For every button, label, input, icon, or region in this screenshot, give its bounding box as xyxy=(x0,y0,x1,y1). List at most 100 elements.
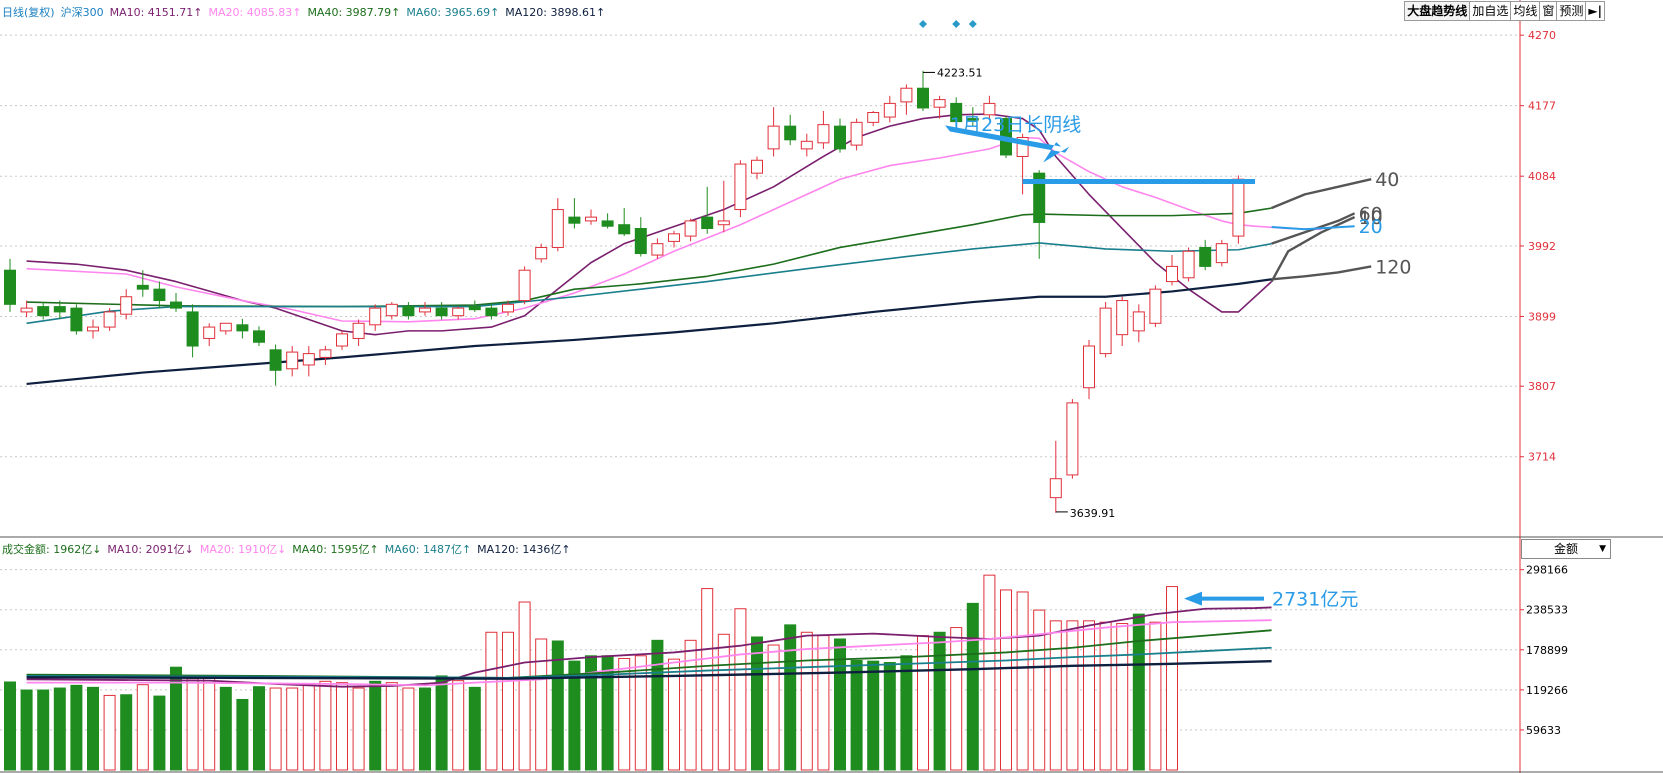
candle-body xyxy=(186,311,199,347)
volume-bar xyxy=(1000,589,1012,771)
candle-body xyxy=(1049,478,1062,499)
volume-bar xyxy=(1166,586,1178,771)
volume-bar xyxy=(535,638,548,771)
volume-bar xyxy=(4,681,16,771)
price-legend-item: MA40: 3987.79↑ xyxy=(307,6,401,19)
volume-bar xyxy=(518,601,531,771)
candle-body xyxy=(369,307,382,326)
volume-bar xyxy=(1149,621,1162,771)
candle-body xyxy=(684,220,697,237)
ma-extension-line xyxy=(1271,265,1372,281)
candle-body xyxy=(402,306,415,317)
volume-bar xyxy=(867,660,880,771)
volume-bar xyxy=(485,631,498,771)
price-ma10-line xyxy=(26,113,1273,336)
candle-body xyxy=(120,296,133,315)
price-tick-label: 4177 xyxy=(1528,100,1556,113)
price-legend-item: MA20: 4085.83↑ xyxy=(208,6,302,19)
candle-body xyxy=(336,333,348,347)
volume-bar xyxy=(87,686,99,771)
add-favorite-button[interactable]: 加自选 xyxy=(1469,1,1512,21)
volume-bar xyxy=(1132,613,1145,771)
volume-bar xyxy=(170,666,182,771)
window-button[interactable]: 窗 xyxy=(1539,1,1558,21)
ma-extension-label: 40 xyxy=(1375,169,1399,191)
price-tick-label: 4084 xyxy=(1528,170,1556,183)
candle-body xyxy=(153,288,166,302)
volume-bar xyxy=(253,686,265,771)
candle-body xyxy=(883,102,896,118)
candle-body xyxy=(568,216,581,224)
volume-bar xyxy=(651,639,664,771)
candle-body xyxy=(717,220,730,226)
candle-body xyxy=(103,311,116,328)
trend-line-button[interactable]: 大盘趋势线 xyxy=(1404,1,1471,21)
candle-body xyxy=(485,307,498,317)
volume-legend-item: 成交金额: 1962亿↓ xyxy=(2,543,102,556)
candle-body xyxy=(468,306,481,311)
candle-body xyxy=(917,87,929,109)
annotation-text: 1月23日长阴线 xyxy=(950,114,1081,136)
volume-bar xyxy=(402,687,415,771)
candle-body xyxy=(784,125,797,141)
moving-average-button[interactable]: 均线 xyxy=(1510,1,1541,21)
candle-body xyxy=(1116,300,1129,336)
candle-body xyxy=(551,209,564,248)
volume-bar xyxy=(817,635,830,771)
candle-body xyxy=(219,322,232,332)
candle-body xyxy=(53,306,66,313)
ma-extension-line xyxy=(1270,216,1356,283)
candle-body xyxy=(253,330,265,343)
price-ma20-line xyxy=(26,136,1322,323)
candle-body xyxy=(269,349,282,371)
event-marker-icon xyxy=(952,20,961,28)
volume-bar xyxy=(784,624,797,771)
candle-body xyxy=(452,307,465,317)
price-legend: 日线(复权) 沪深300 MA10: 4151.71↑ MA20: 4085.83↑ M… xyxy=(2,4,611,20)
candle-body xyxy=(1182,250,1195,279)
candle-body xyxy=(4,269,16,305)
candle-body xyxy=(800,140,813,150)
volume-bar xyxy=(734,608,747,771)
volume-bar xyxy=(834,638,846,771)
volume-bar xyxy=(20,689,33,771)
volume-bar xyxy=(634,655,647,771)
candle-body xyxy=(136,284,149,290)
volume-bar xyxy=(983,574,996,771)
volume-bar xyxy=(950,627,963,771)
volume-tick-label: 238533 xyxy=(1526,604,1568,617)
volume-annotation-text: 2731亿元 xyxy=(1272,589,1358,611)
forecast-button[interactable]: 预测 xyxy=(1556,1,1587,21)
price-tick-label: 4270 xyxy=(1528,29,1556,42)
candle-body xyxy=(87,326,99,332)
volume-bar xyxy=(800,631,813,771)
candle-body xyxy=(601,220,614,227)
volume-ma120-line xyxy=(26,659,1272,680)
volume-bar xyxy=(219,686,232,771)
candle-body xyxy=(1083,345,1095,389)
volume-bar xyxy=(618,657,631,771)
volume-bar xyxy=(136,684,149,771)
candle-body xyxy=(518,269,531,302)
amount-dropdown[interactable]: 金额 ▼ xyxy=(1521,539,1611,559)
volume-bar xyxy=(1066,620,1079,771)
candle-body xyxy=(751,159,763,174)
ma-extension-line xyxy=(1271,178,1372,210)
volume-bar xyxy=(369,680,382,771)
volume-bar xyxy=(186,678,199,771)
price-legend-item: MA120: 3898.61↑ xyxy=(505,6,606,19)
volume-bar xyxy=(568,660,581,771)
candle-body xyxy=(933,99,946,108)
volume-bar xyxy=(767,644,780,771)
volume-bar xyxy=(850,659,863,771)
candle-body xyxy=(1215,243,1228,264)
volume-bar xyxy=(37,689,50,771)
high-label: 4223.51 xyxy=(937,66,983,79)
volume-legend-item: MA60: 1487亿↑ xyxy=(384,543,472,556)
event-marker-icon xyxy=(968,20,977,28)
ma-extension-line xyxy=(1271,212,1356,245)
candle-body xyxy=(850,121,863,146)
collapse-arrow-icon[interactable]: ►| xyxy=(1585,1,1605,21)
volume-bar xyxy=(269,687,282,771)
